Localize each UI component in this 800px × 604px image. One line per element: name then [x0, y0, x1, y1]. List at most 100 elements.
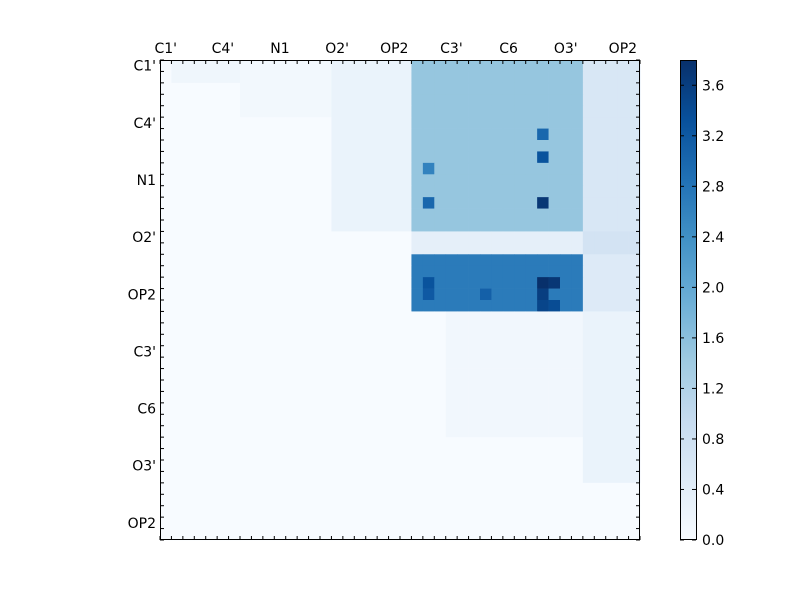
heatmap-cell — [274, 242, 287, 255]
heatmap-cell — [297, 151, 309, 164]
heatmap-cell — [480, 471, 492, 484]
heatmap-cell — [354, 368, 367, 381]
heatmap-cell — [605, 231, 618, 244]
heatmap-cell — [240, 277, 252, 289]
heatmap-cell — [571, 174, 584, 187]
heatmap-cell — [582, 391, 595, 404]
heatmap-cell — [525, 517, 538, 529]
heatmap-cell — [617, 254, 629, 267]
heatmap-cell — [320, 505, 332, 518]
heatmap-cell — [560, 505, 572, 518]
heatmap-cell — [502, 128, 515, 141]
heatmap-cell — [468, 197, 481, 209]
heatmap-cell — [205, 197, 218, 209]
heatmap-cell — [502, 71, 515, 84]
heatmap-cell — [274, 162, 287, 175]
heatmap-cell — [491, 185, 504, 198]
heatmap-cell — [388, 60, 401, 72]
heatmap-cell — [354, 94, 367, 107]
heatmap-cell — [331, 185, 344, 198]
heatmap-cell — [217, 471, 229, 484]
heatmap-cell — [320, 288, 332, 301]
heatmap-cell — [285, 494, 298, 507]
heatmap-cell — [171, 311, 184, 324]
heatmap-cell — [160, 368, 172, 381]
heatmap-cell — [525, 311, 538, 324]
heatmap-cell — [560, 288, 572, 301]
heatmap-cell — [491, 277, 504, 289]
heatmap-cell — [445, 105, 458, 118]
heatmap-cell — [571, 288, 584, 301]
heatmap-cell — [582, 505, 595, 518]
heatmap-cell — [422, 105, 435, 118]
heatmap-cell — [560, 380, 572, 392]
heatmap-cell — [205, 391, 218, 404]
heatmap-cell — [502, 402, 515, 415]
heatmap-cell — [377, 82, 389, 95]
heatmap-cell — [434, 220, 447, 232]
heatmap-cell — [537, 357, 549, 369]
heatmap-cell — [434, 300, 447, 312]
heatmap-cell — [457, 185, 469, 198]
heatmap-cell — [262, 505, 275, 518]
heatmap-cell — [571, 368, 584, 381]
heatmap-cell — [605, 220, 618, 232]
heatmap-cell — [182, 391, 195, 404]
heatmap-cell — [365, 517, 378, 529]
heatmap-cell — [400, 277, 412, 289]
heatmap-cell — [537, 265, 549, 278]
heatmap-cell — [491, 208, 504, 221]
heatmap-cell — [560, 82, 572, 95]
heatmap-cell — [594, 471, 607, 484]
heatmap-cell — [628, 414, 641, 427]
heatmap-cell — [560, 151, 572, 164]
heatmap-cell — [160, 425, 172, 438]
heatmap-cell — [354, 437, 367, 449]
heatmap-cell — [411, 117, 424, 129]
heatmap-cell — [537, 288, 549, 301]
heatmap-cell — [342, 334, 355, 347]
heatmap-cell — [525, 71, 538, 84]
heatmap-cell — [434, 288, 447, 301]
heatmap-cell — [205, 380, 218, 392]
heatmap-cell — [377, 151, 389, 164]
heatmap-cell — [491, 517, 504, 529]
heatmap-cell — [285, 220, 298, 232]
heatmap-cell — [194, 94, 207, 107]
heatmap-cell — [205, 471, 218, 484]
heatmap-cell — [171, 197, 184, 209]
heatmap-cell — [491, 311, 504, 324]
heatmap-cell — [571, 242, 584, 255]
heatmap-cell — [388, 437, 401, 449]
heatmap-cell — [617, 345, 629, 358]
heatmap-cell — [160, 482, 172, 495]
heatmap-cell — [228, 105, 241, 118]
heatmap-cell — [582, 140, 595, 152]
heatmap-cell — [422, 345, 435, 358]
heatmap-cell — [617, 414, 629, 427]
heatmap-cell — [457, 71, 469, 84]
heatmap-cell — [377, 185, 389, 198]
heatmap-cell — [388, 391, 401, 404]
heatmap-cell — [377, 288, 389, 301]
heatmap-cell — [628, 117, 641, 129]
heatmap-cell — [571, 117, 584, 129]
heatmap-cell — [560, 460, 572, 472]
heatmap-cell — [251, 162, 264, 175]
heatmap-cell — [182, 220, 195, 232]
heatmap-cell — [342, 357, 355, 369]
heatmap-cell — [480, 60, 492, 72]
heatmap-cell — [537, 322, 549, 335]
heatmap-cell — [525, 391, 538, 404]
heatmap-cell — [331, 105, 344, 118]
heatmap-cell — [571, 265, 584, 278]
heatmap-cell — [571, 60, 584, 72]
heatmap-cell — [525, 402, 538, 415]
heatmap-cell — [457, 517, 469, 529]
heatmap-cell — [525, 380, 538, 392]
heatmap-cell — [628, 128, 641, 141]
heatmap-cell — [251, 140, 264, 152]
heatmap-cell — [308, 368, 321, 381]
heatmap-cell — [354, 414, 367, 427]
heatmap-cell — [445, 368, 458, 381]
